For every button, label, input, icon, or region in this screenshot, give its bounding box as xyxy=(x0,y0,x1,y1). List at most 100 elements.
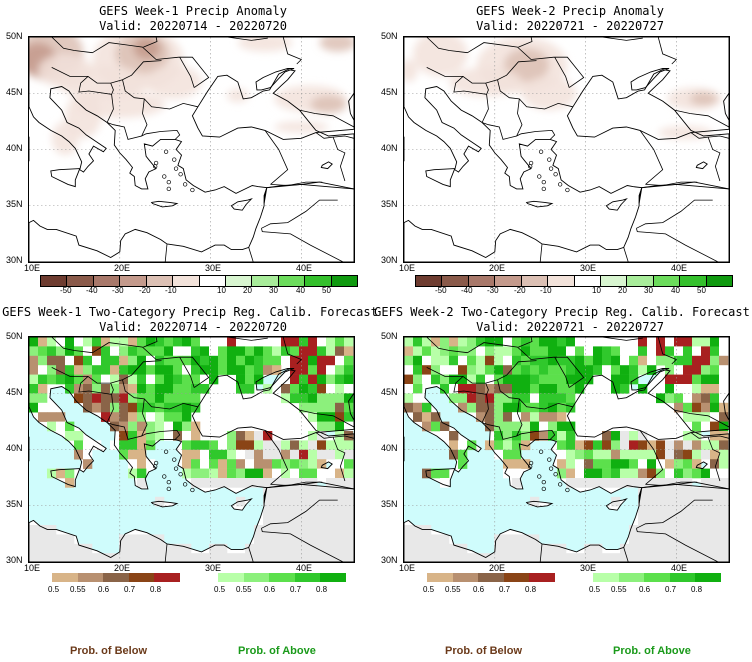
prob-cell xyxy=(335,515,345,526)
prob-cell xyxy=(263,459,273,469)
prob-above-label: Prob. of Above xyxy=(613,645,691,657)
prob-cell xyxy=(281,515,291,526)
prob-cell xyxy=(74,431,84,441)
prob-cell xyxy=(317,355,327,366)
prob-cell xyxy=(29,525,39,535)
country-border xyxy=(518,37,533,48)
prob-cell xyxy=(344,487,354,498)
prob-cell xyxy=(503,384,513,394)
coastline xyxy=(425,468,456,488)
prob-cell xyxy=(422,534,432,545)
country-border xyxy=(539,543,543,562)
cbar-label: 0.7 xyxy=(665,585,677,594)
prob-cell xyxy=(485,365,495,375)
coastline xyxy=(29,483,354,562)
prob-cell xyxy=(692,506,702,516)
prob-cell xyxy=(512,374,522,385)
prob-cell xyxy=(290,487,300,498)
prob-cell xyxy=(326,506,336,516)
prob-cell xyxy=(317,525,327,535)
prob-cell xyxy=(638,365,648,375)
prob-cell xyxy=(602,431,612,441)
prob-cell xyxy=(557,402,567,413)
prob-cell xyxy=(665,506,675,516)
prob-cell xyxy=(281,449,291,460)
prob-cell xyxy=(440,478,450,488)
cbar-label: 0.7 xyxy=(124,585,136,594)
prob-cell xyxy=(326,534,336,545)
prob-cell xyxy=(38,355,48,366)
coastline xyxy=(230,198,253,211)
prob-cell xyxy=(344,534,354,545)
island xyxy=(557,182,563,187)
prob-cell xyxy=(719,365,729,375)
anomaly-contour xyxy=(404,59,418,82)
prob-cell xyxy=(719,431,729,441)
prob-cell xyxy=(530,337,540,347)
prob-cell xyxy=(674,468,684,479)
prob-cell xyxy=(413,337,423,347)
prob-cell xyxy=(128,355,138,366)
prob-cell xyxy=(263,543,273,554)
prob-cell xyxy=(335,459,345,469)
prob-cell xyxy=(566,402,576,413)
prob-cell xyxy=(584,543,594,554)
prob-cell xyxy=(191,384,201,394)
prob-cell xyxy=(29,534,39,545)
prob-cell xyxy=(110,412,120,422)
prob-cell xyxy=(119,449,129,460)
prob-cell xyxy=(191,478,201,488)
country-border xyxy=(261,199,338,229)
prob-cell xyxy=(200,478,210,488)
country-border xyxy=(332,436,346,482)
prob-cell xyxy=(566,365,576,375)
prob-cell xyxy=(146,355,156,366)
country-border xyxy=(554,357,570,388)
prob-cell xyxy=(335,421,345,432)
prob-cell xyxy=(530,374,540,385)
prob-cell xyxy=(182,346,192,357)
prob-cell xyxy=(263,449,273,460)
coastline xyxy=(404,183,729,262)
prob-cell xyxy=(128,393,138,404)
prob-cell xyxy=(539,543,549,554)
lat-label-35n: 35N xyxy=(6,499,23,509)
prob-cell xyxy=(638,384,648,394)
prob-cell xyxy=(119,365,129,375)
prob-cell xyxy=(512,468,522,479)
prob-cell xyxy=(326,543,336,554)
prob-cell xyxy=(665,374,675,385)
cbar-label: 0.6 xyxy=(639,585,651,594)
prob-cell xyxy=(92,384,102,394)
prob-below-label: Prob. of Below xyxy=(445,645,522,657)
cbar-swatch xyxy=(172,276,199,286)
prob-cell xyxy=(317,412,327,422)
prob-cell xyxy=(335,393,345,404)
country-border xyxy=(143,37,158,48)
prob-cell xyxy=(530,543,540,554)
cbar-swatch xyxy=(198,276,225,286)
prob-cell xyxy=(665,440,675,451)
prob-cell xyxy=(173,402,183,413)
prob-cell xyxy=(254,449,264,460)
prob-cell xyxy=(308,534,318,545)
prob-cell xyxy=(245,459,255,469)
prob-cell xyxy=(317,534,327,545)
cbar-swatch xyxy=(66,276,93,286)
prob-cell xyxy=(485,374,495,385)
prob-cell xyxy=(254,355,264,366)
prob-cell xyxy=(299,365,309,375)
cbar-swatch xyxy=(128,573,155,582)
prob-cell xyxy=(503,355,513,366)
prob-cell xyxy=(74,543,84,554)
country-border xyxy=(518,337,533,348)
prob-cell xyxy=(458,459,468,469)
prob-cell xyxy=(404,346,414,357)
country-border xyxy=(539,243,543,262)
prob-cell xyxy=(290,478,300,488)
country-border xyxy=(485,382,489,395)
prob-cell xyxy=(404,365,414,375)
prob-cell xyxy=(674,337,684,347)
prob-cell xyxy=(575,374,585,385)
prob-cell xyxy=(29,402,39,413)
